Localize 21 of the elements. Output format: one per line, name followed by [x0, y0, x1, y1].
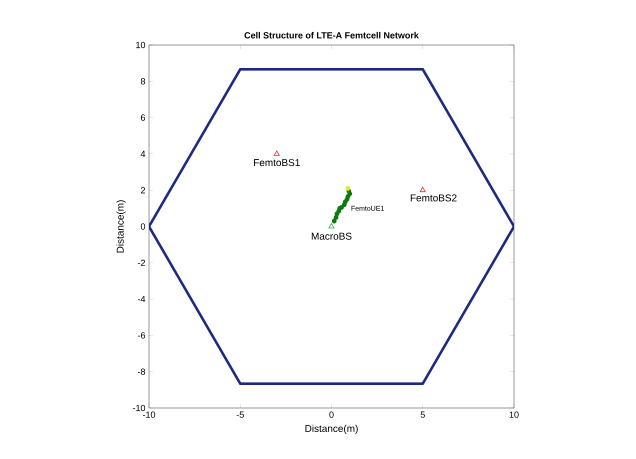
y-tick-label: -2: [138, 260, 146, 266]
y-tick-label: -10: [132, 404, 146, 412]
chart-title: Cell Structure of LTE-A Femtcell Network: [244, 32, 419, 38]
y-tick-label: 0: [140, 223, 146, 230]
y-axis-title: Distance(m): [116, 200, 126, 253]
y-tick-label: -4: [138, 296, 146, 302]
y-tick-label: 8: [140, 78, 146, 84]
annotation: FemtoBS1: [254, 159, 300, 166]
x-tick-label: -5: [236, 412, 244, 418]
annotation: MacroBS: [312, 232, 352, 240]
annotation: FemtoBS2: [410, 194, 457, 202]
x-tick-label: 5: [420, 412, 425, 418]
x-tick-label: 0: [329, 412, 334, 418]
y-tick-label: 4: [140, 150, 146, 157]
y-tick-label: 6: [140, 114, 146, 121]
y-tick-label: -8: [138, 368, 146, 375]
x-tick-label: 10: [510, 412, 519, 418]
y-tick-label: -6: [138, 332, 146, 339]
y-tick-label: 10: [136, 42, 146, 48]
y-tick-label: 2: [140, 187, 146, 194]
x-axis-title: Distance(m): [305, 424, 358, 434]
